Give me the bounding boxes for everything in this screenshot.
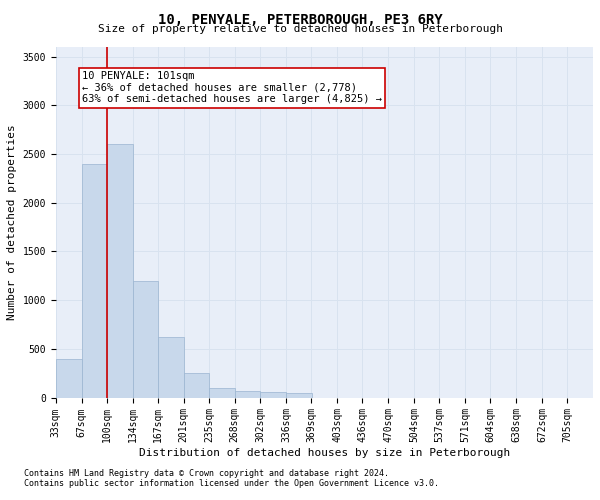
X-axis label: Distribution of detached houses by size in Peterborough: Distribution of detached houses by size … [139, 448, 510, 458]
Text: Contains public sector information licensed under the Open Government Licence v3: Contains public sector information licen… [24, 478, 439, 488]
Text: Contains HM Land Registry data © Crown copyright and database right 2024.: Contains HM Land Registry data © Crown c… [24, 468, 389, 477]
Text: 10 PENYALE: 101sqm
← 36% of detached houses are smaller (2,778)
63% of semi-deta: 10 PENYALE: 101sqm ← 36% of detached hou… [82, 72, 382, 104]
Bar [56, 358, 82, 398]
Text: 10, PENYALE, PETERBOROUGH, PE3 6RY: 10, PENYALE, PETERBOROUGH, PE3 6RY [158, 12, 442, 26]
Bar [286, 393, 312, 398]
Bar [184, 373, 209, 398]
Bar [260, 392, 286, 398]
Bar [133, 280, 158, 398]
Bar [235, 391, 260, 398]
Text: Size of property relative to detached houses in Peterborough: Size of property relative to detached ho… [97, 24, 503, 34]
Bar [82, 164, 107, 398]
Y-axis label: Number of detached properties: Number of detached properties [7, 124, 17, 320]
Bar [107, 144, 133, 398]
Bar [158, 337, 184, 398]
Bar [209, 388, 235, 398]
